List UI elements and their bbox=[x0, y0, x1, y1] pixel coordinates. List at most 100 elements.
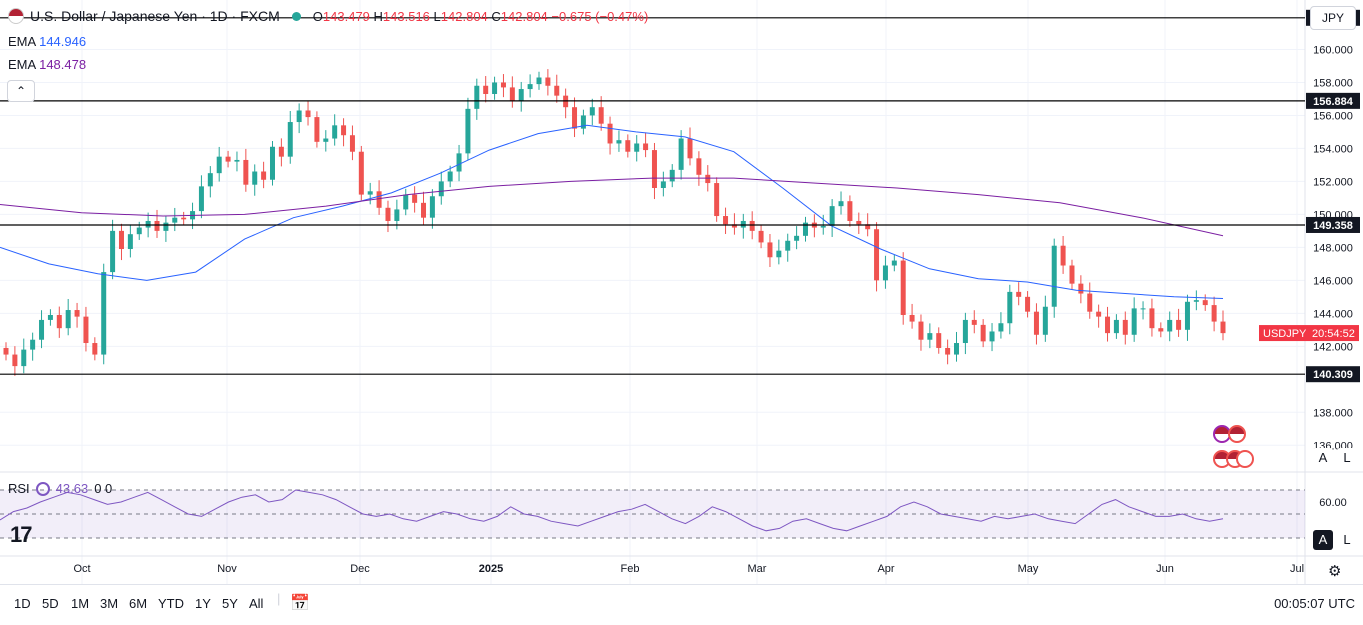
candle-up bbox=[1140, 308, 1146, 310]
auto-scale-button[interactable]: A bbox=[1313, 448, 1333, 468]
candle-down bbox=[92, 343, 98, 355]
candle-down bbox=[1016, 291, 1022, 297]
candle-down bbox=[714, 183, 720, 217]
candle-up bbox=[198, 186, 204, 212]
candle-down bbox=[349, 135, 355, 152]
symbol-header[interactable]: U.S. Dollar / Japanese Yen · 1D · FXCM O… bbox=[8, 8, 648, 24]
rsi-log-scale-button[interactable]: L bbox=[1337, 530, 1357, 550]
candle-down bbox=[1069, 265, 1075, 284]
ema-lines bbox=[0, 124, 1224, 299]
rsi-legend[interactable]: RSI 43.63 0 0 bbox=[8, 481, 113, 496]
candle-up bbox=[1193, 300, 1199, 302]
tradingview-logo[interactable]: 17 bbox=[10, 522, 33, 547]
time-tick-label: Dec bbox=[350, 563, 370, 575]
market-open-icon bbox=[291, 11, 301, 21]
candle-up bbox=[616, 140, 622, 144]
candle-down bbox=[181, 217, 187, 220]
level-label: 156.884 bbox=[1313, 96, 1354, 108]
candle-down bbox=[341, 125, 347, 136]
level-label-bg bbox=[1306, 92, 1360, 109]
candle-down bbox=[1033, 311, 1039, 335]
utc-clock[interactable]: 00:05:07 UTC bbox=[1274, 596, 1355, 611]
candle-down bbox=[83, 316, 89, 344]
candle-down bbox=[358, 151, 364, 195]
time-tick-label: Nov bbox=[217, 563, 237, 575]
ema-slow-line bbox=[0, 177, 1224, 237]
candle-up bbox=[527, 84, 533, 90]
candle-up bbox=[110, 230, 116, 273]
candle-down bbox=[1149, 308, 1155, 329]
candle-up bbox=[580, 115, 586, 129]
ema-fast-legend[interactable]: EMA 144.946 bbox=[8, 34, 87, 49]
log-scale-button[interactable]: L bbox=[1337, 448, 1357, 468]
candle-up bbox=[669, 169, 675, 182]
range-5y-button[interactable]: 5Y bbox=[222, 596, 238, 611]
candle-up bbox=[145, 220, 151, 228]
price-tick-label: 156.000 bbox=[1313, 110, 1353, 122]
rsi-settings-icon[interactable] bbox=[35, 481, 50, 496]
price-tick-label: 142.000 bbox=[1313, 341, 1353, 353]
candle-up bbox=[776, 250, 782, 258]
candle-down bbox=[643, 143, 649, 151]
candle-down bbox=[572, 107, 578, 129]
candle-up bbox=[1167, 319, 1173, 332]
candle-up bbox=[1051, 245, 1057, 307]
economic-event-icon[interactable] bbox=[1236, 450, 1254, 468]
range-all-button[interactable]: All bbox=[249, 596, 264, 611]
candle-up bbox=[820, 225, 826, 228]
range-1m-button[interactable]: 1M bbox=[71, 596, 90, 611]
candle-up bbox=[447, 171, 453, 182]
candle-down bbox=[945, 347, 951, 355]
candle-up bbox=[438, 181, 444, 197]
ema-slow-legend[interactable]: EMA 148.478 bbox=[8, 57, 87, 72]
candle-down bbox=[1122, 319, 1128, 335]
candle-up bbox=[456, 153, 462, 172]
candle-up bbox=[740, 220, 746, 228]
candle-up bbox=[163, 222, 169, 231]
candle-down bbox=[856, 220, 862, 225]
candle-down bbox=[847, 201, 853, 221]
candle-down bbox=[1060, 245, 1066, 266]
candle-up bbox=[989, 331, 995, 342]
badge-symbol: USDJPY bbox=[1263, 328, 1307, 340]
currency-button[interactable]: JPY bbox=[1310, 6, 1356, 30]
candle-down bbox=[1211, 305, 1217, 322]
candle-down bbox=[74, 310, 80, 317]
range-1d-button[interactable]: 1D bbox=[14, 596, 31, 611]
range-5d-button[interactable]: 5D bbox=[42, 596, 59, 611]
candle-down bbox=[243, 159, 249, 185]
candle-down bbox=[1220, 321, 1226, 334]
candle-down bbox=[225, 156, 231, 162]
candle-down bbox=[261, 171, 267, 180]
candle-up bbox=[998, 323, 1004, 332]
chart-grid bbox=[0, 0, 1363, 584]
range-3m-button[interactable]: 3M bbox=[100, 596, 119, 611]
collapse-legend-button[interactable]: ⌃ bbox=[7, 80, 35, 102]
candle-down bbox=[278, 146, 284, 157]
economic-event-icon[interactable] bbox=[1228, 425, 1246, 443]
ohlc-values: O143.479 H143.516 L142.804 C142.804 −0.6… bbox=[312, 8, 649, 24]
candle-up bbox=[954, 343, 960, 355]
candle-up bbox=[21, 349, 27, 367]
candle-up bbox=[136, 227, 142, 235]
range-6m-button[interactable]: 6M bbox=[129, 596, 148, 611]
range-1y-button[interactable]: 1Y bbox=[195, 596, 211, 611]
candle-down bbox=[421, 202, 427, 218]
date-range-calendar-icon[interactable]: 📅 bbox=[290, 595, 310, 612]
candlestick-series bbox=[3, 69, 1226, 376]
settings-gear-icon[interactable]: ⚙ bbox=[1328, 563, 1342, 580]
candle-up bbox=[1113, 319, 1119, 334]
candle-down bbox=[1096, 311, 1102, 317]
time-tick-label: 2025 bbox=[479, 563, 503, 575]
range-ytd-button[interactable]: YTD bbox=[158, 596, 184, 611]
time-axis: Oct Nov Dec 2025 Feb Mar Apr May Jun Jul bbox=[73, 563, 1304, 575]
candle-up bbox=[101, 272, 107, 355]
rsi-auto-scale-button[interactable]: A bbox=[1313, 530, 1333, 550]
current-price-badge bbox=[1259, 325, 1359, 342]
price-tick-label: 154.000 bbox=[1313, 143, 1353, 155]
candle-up bbox=[660, 181, 666, 188]
candle-up bbox=[474, 85, 480, 109]
candle-down bbox=[500, 82, 506, 88]
level-label: 140.309 bbox=[1313, 369, 1353, 381]
